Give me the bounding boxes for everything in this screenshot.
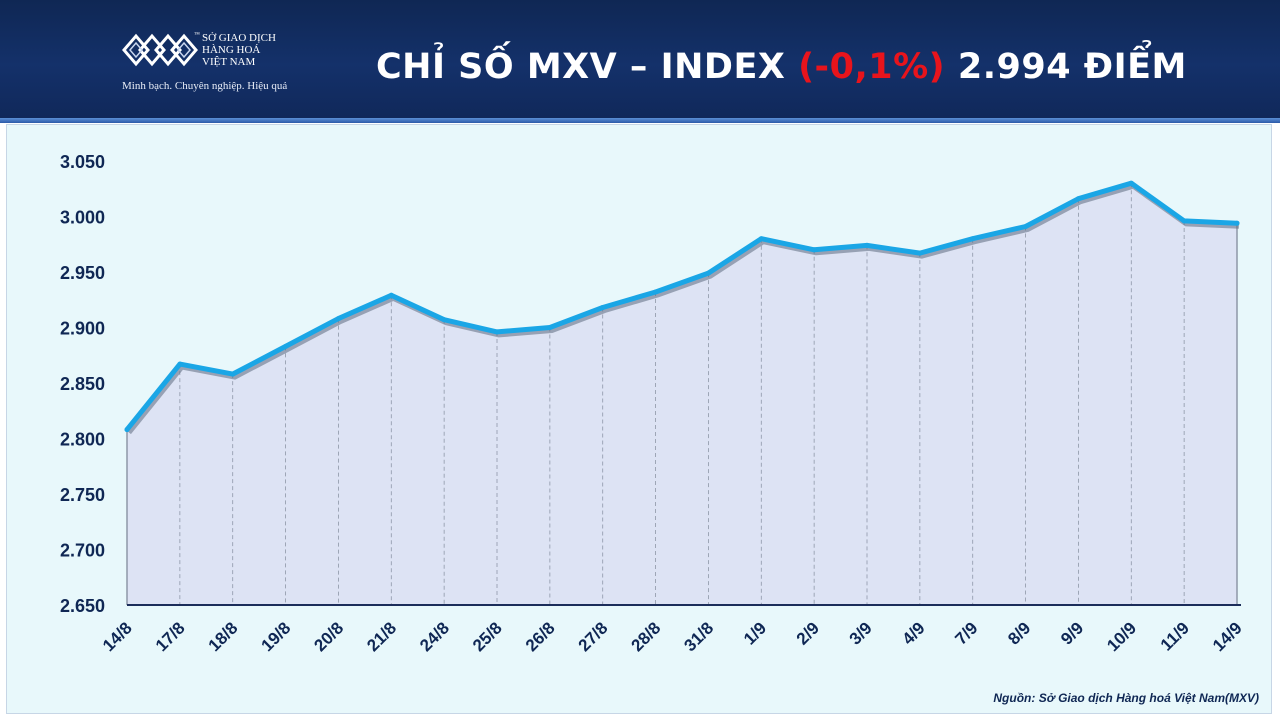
mxv-logo-icon	[122, 33, 198, 67]
x-tick-label: 28/8	[628, 618, 665, 655]
x-tick-label: 31/8	[680, 618, 717, 655]
x-tick-label: 4/9	[899, 618, 929, 648]
data-point	[388, 292, 394, 298]
x-tick-label: 24/8	[416, 618, 453, 655]
y-tick-label: 2.800	[60, 430, 105, 450]
header-divider	[0, 118, 1280, 123]
mxv-logo: ™ SỞ GIAO DỊCH HÀNG HOÁ VIỆT NAM Minh bạ…	[122, 30, 322, 100]
source-note: Nguồn: Sở Giao dịch Hàng hoá Việt Nam(MX…	[993, 691, 1259, 705]
data-point	[283, 343, 289, 349]
x-tick-label: 3/9	[846, 618, 876, 648]
data-point	[335, 316, 341, 322]
logo-trademark: ™	[194, 32, 200, 38]
data-point	[600, 305, 606, 310]
data-point	[1023, 224, 1029, 229]
data-point	[705, 270, 711, 276]
x-tick-label: 17/8	[152, 618, 189, 655]
data-point	[653, 289, 659, 295]
data-point	[1181, 218, 1187, 224]
index-chart: 3.050 3.000 2.950 2.900 2.850 2.800 2.750 2.700…	[60, 152, 1246, 655]
data-point	[177, 361, 183, 367]
x-tick-label: 2/9	[793, 618, 823, 648]
y-tick-label: 2.750	[60, 485, 105, 505]
data-point	[230, 371, 236, 377]
y-tick-label: 2.650	[60, 596, 105, 616]
x-tick-label: 20/8	[310, 618, 347, 655]
x-tick-label: 7/9	[951, 618, 981, 648]
series-line	[124, 180, 1240, 433]
x-tick-label: 14/8	[99, 618, 136, 655]
x-tick-label: 10/9	[1103, 618, 1140, 655]
logo-name-line-2: HÀNG HOÁ	[202, 44, 261, 56]
series-area	[127, 183, 1237, 605]
logo-name: ™ SỞ GIAO DỊCH HÀNG HOÁ VIỆT NAM	[194, 32, 312, 68]
data-point	[1075, 196, 1081, 202]
data-point	[917, 250, 923, 256]
chart-panel: 3.050 3.000 2.950 2.900 2.850 2.800 2.750 2.700…	[6, 124, 1272, 714]
x-tick-label: 9/9	[1057, 618, 1087, 648]
data-point	[494, 329, 500, 335]
data-point	[970, 236, 976, 242]
data-point	[441, 317, 447, 323]
data-point	[758, 236, 764, 242]
x-tick-label: 1/9	[740, 618, 770, 648]
x-tick-label: 19/8	[258, 618, 295, 655]
y-tick-label: 2.950	[60, 263, 105, 283]
y-tick-label: 2.850	[60, 374, 105, 394]
x-tick-label: 18/8	[205, 618, 242, 655]
data-point	[124, 427, 130, 433]
logo-tagline: Minh bạch. Chuyên nghiệp. Hiệu quả	[122, 80, 288, 92]
title-prefix: CHỈ SỐ MXV – INDEX	[376, 47, 786, 87]
logo-name-line-1: SỞ GIAO DỊCH	[202, 32, 276, 44]
series-line-shadow	[127, 183, 1240, 435]
page-title: CHỈ SỐ MXV – INDEX (-0,1%) 2.994 ĐIỂM	[376, 42, 1187, 92]
title-value: 2.994 ĐIỂM	[957, 47, 1187, 87]
y-tick-label: 3.000	[60, 208, 105, 228]
x-tick-label: 25/8	[469, 618, 506, 655]
x-tick-label: 26/8	[522, 618, 559, 655]
data-point	[864, 242, 870, 248]
title-change: (-0,1%)	[798, 47, 946, 87]
x-tick-label: 11/9	[1157, 618, 1193, 654]
y-tick-label: 3.050	[60, 152, 105, 172]
header-banner: ™ SỞ GIAO DỊCH HÀNG HOÁ VIỆT NAM Minh bạ…	[0, 0, 1280, 118]
data-point	[1128, 180, 1134, 186]
x-tick-label: 27/8	[575, 618, 612, 655]
data-point	[1234, 220, 1240, 226]
data-point	[547, 325, 553, 330]
y-tick-label: 2.900	[60, 319, 105, 339]
x-tick-label: 21/8	[363, 618, 400, 655]
x-tick-label: 14/9	[1209, 618, 1246, 655]
y-tick-label: 2.700	[60, 541, 105, 561]
data-point	[811, 247, 817, 253]
logo-name-line-3: VIỆT NAM	[202, 56, 256, 68]
x-tick-label: 8/9	[1004, 618, 1034, 648]
